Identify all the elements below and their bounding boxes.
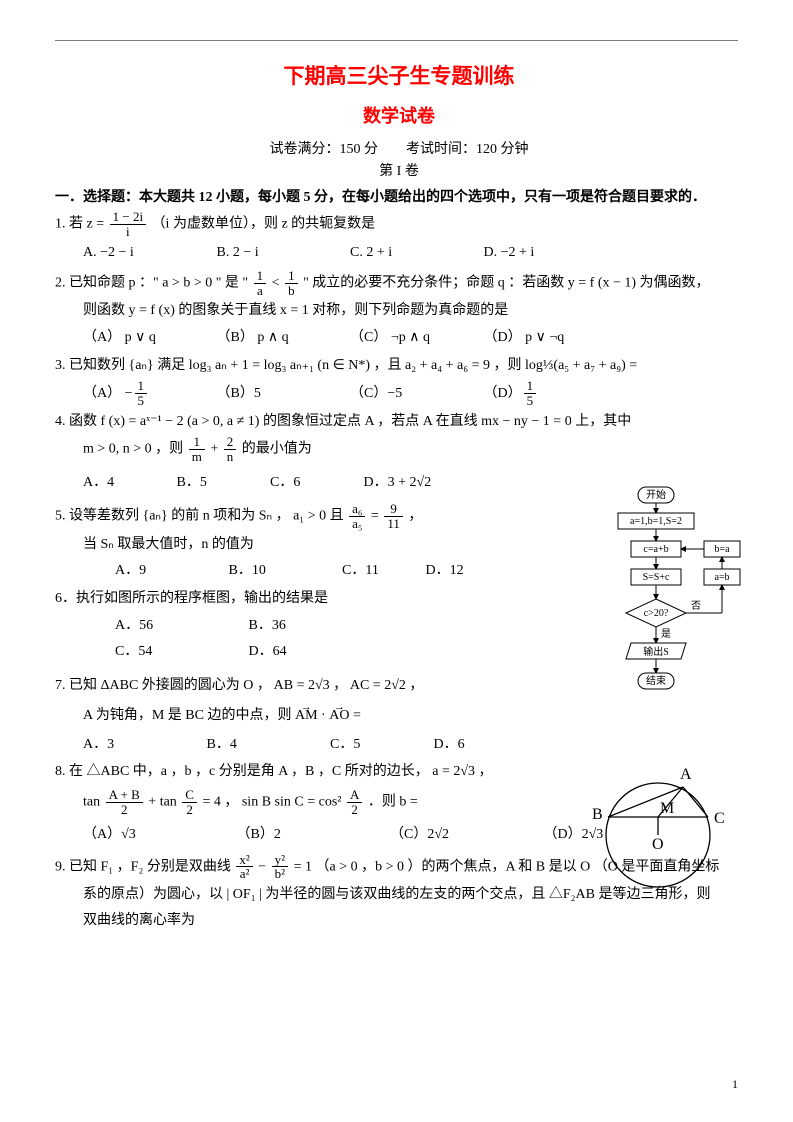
question-4: 4. 函数 f (x) = aˣ⁻¹ − 2 (a > 0, a ≠ 1) 的图…: [55, 410, 743, 434]
q4-opt-b: B．5: [177, 470, 267, 497]
q3-opt-b: （B）5: [217, 381, 347, 408]
q2-opt-a: （A） p ∨ q: [83, 325, 213, 352]
q8-opt-b: （B）2: [237, 822, 387, 849]
svg-text:结束: 结束: [646, 674, 666, 687]
q7-opt-d: D．6: [434, 732, 514, 759]
title-sub: 数学试卷: [55, 102, 743, 128]
q2-opt-c: （C） ¬p ∧ q: [350, 325, 480, 352]
flowchart-figure: 开始 a=1,b=1,S=2 c=a+b S=S+c b=a a=b c>20?…: [596, 485, 751, 725]
svg-text:A: A: [680, 766, 692, 783]
q2-frac1: 1a: [254, 269, 267, 297]
q1-opt-d: D. −2 + i: [484, 240, 614, 267]
q2-stem-a: 2. 已知命题 p ：" a > b > 0 " 是 ": [55, 275, 248, 290]
q5-opt-b: B．10: [229, 558, 339, 585]
svg-text:c>20?: c>20?: [644, 608, 669, 619]
exam-part: 第 I 卷: [55, 160, 743, 180]
q6-opt-d: D．64: [249, 639, 379, 666]
svg-text:B: B: [592, 806, 603, 823]
q5-opt-a: A．9: [115, 558, 225, 585]
q7-opt-c: C．5: [330, 732, 430, 759]
q3-opt-c: （C）−5: [350, 381, 480, 408]
q4-opt-c: C．6: [270, 470, 360, 497]
q1-frac: 1 − 2i i: [110, 210, 146, 238]
vec-am: AM: [295, 708, 318, 723]
svg-text:a=1,b=1,S=2: a=1,b=1,S=2: [630, 516, 682, 527]
page-number: 1: [732, 1077, 738, 1092]
q6-opt-c: C．54: [115, 639, 245, 666]
question-3: 3. 已知数列 {aₙ} 满足 log₃ aₙ + 1 = log₃ aₙ₊₁ …: [55, 354, 743, 378]
q1-opt-b: B. 2 − i: [217, 240, 347, 267]
q5-opt-c: C．11: [342, 558, 422, 585]
q7-opt-a: A．3: [83, 732, 203, 759]
svg-text:是: 是: [661, 628, 671, 640]
q4-opt-d: D．3 + 2√2: [364, 470, 484, 497]
svg-text:C: C: [714, 810, 725, 827]
circle-figure: A B C M O: [578, 755, 738, 895]
q2-mid: <: [272, 275, 283, 290]
q9-line3: 双曲线的离心率为: [83, 909, 743, 933]
svg-text:a=b: a=b: [714, 572, 729, 583]
top-rule: [55, 40, 738, 41]
question-2: 2. 已知命题 p ：" a > b > 0 " 是 " 1a < 1b " 成…: [55, 269, 743, 297]
q3-options: （A） −15 （B）5 （C）−5 （D）15: [83, 379, 743, 407]
svg-text:输出S: 输出S: [643, 645, 669, 658]
svg-text:否: 否: [691, 600, 701, 612]
q1-opt-c: C. 2 + i: [350, 240, 480, 267]
title-main: 下期高三尖子生专题训练: [55, 60, 743, 90]
svg-text:开始: 开始: [646, 488, 666, 501]
q5-opt-d: D．12: [426, 558, 506, 585]
exam-meta: 试卷满分：150 分 考试时间：120 分钟: [55, 138, 743, 158]
svg-text:b=a: b=a: [714, 544, 730, 555]
svg-text:M: M: [660, 800, 674, 817]
question-1: 1. 若 z = 1 − 2i i （i 为虚数单位），则 z 的共轭复数是: [55, 210, 743, 238]
q1-opt-a: A. −2 − i: [83, 240, 213, 267]
svg-text:S=S+c: S=S+c: [643, 572, 670, 583]
q6-opt-b: B．36: [249, 613, 379, 640]
q2-opt-d: （D） p ∨ ¬q: [484, 325, 614, 352]
q8-opt-a: （A）√3: [83, 822, 233, 849]
q2-options: （A） p ∨ q （B） p ∧ q （C） ¬p ∧ q （D） p ∨ ¬…: [83, 325, 743, 352]
q7-opt-b: B．4: [207, 732, 327, 759]
svg-text:O: O: [652, 836, 664, 853]
q2-opt-b: （B） p ∧ q: [217, 325, 347, 352]
section-1-header: 一．选择题：本大题共 12 小题，每小题 5 分，在每小题给出的四个选项中，只有…: [55, 186, 743, 206]
q2-frac2: 1b: [285, 269, 298, 297]
q1-stem-a: 1. 若 z =: [55, 216, 104, 231]
q3-opt-d: （D）15: [484, 379, 614, 407]
q8-opt-c: （C）2√2: [390, 822, 540, 849]
q2-stem-b: " 成立的必要不充分条件；命题 q ：若函数 y = f (x − 1) 为偶函…: [303, 275, 710, 290]
svg-text:c=a+b: c=a+b: [643, 544, 668, 555]
q2-line2: 则函数 y = f (x) 的图象关于直线 x = 1 对称，则下列命题为真命题…: [83, 299, 743, 323]
q6-opt-a: A．56: [115, 613, 245, 640]
vec-ao: AO: [329, 708, 349, 723]
q4-opt-a: A．4: [83, 470, 173, 497]
q1-options: A. −2 − i B. 2 − i C. 2 + i D. −2 + i: [83, 240, 743, 267]
q1-stem-b: （i 为虚数单位），则 z 的共轭复数是: [152, 216, 376, 231]
q3-opt-a: （A） −15: [83, 379, 213, 407]
q4-line2: m > 0, n > 0 ，则 1m + 2n 的最小值为: [83, 435, 743, 463]
